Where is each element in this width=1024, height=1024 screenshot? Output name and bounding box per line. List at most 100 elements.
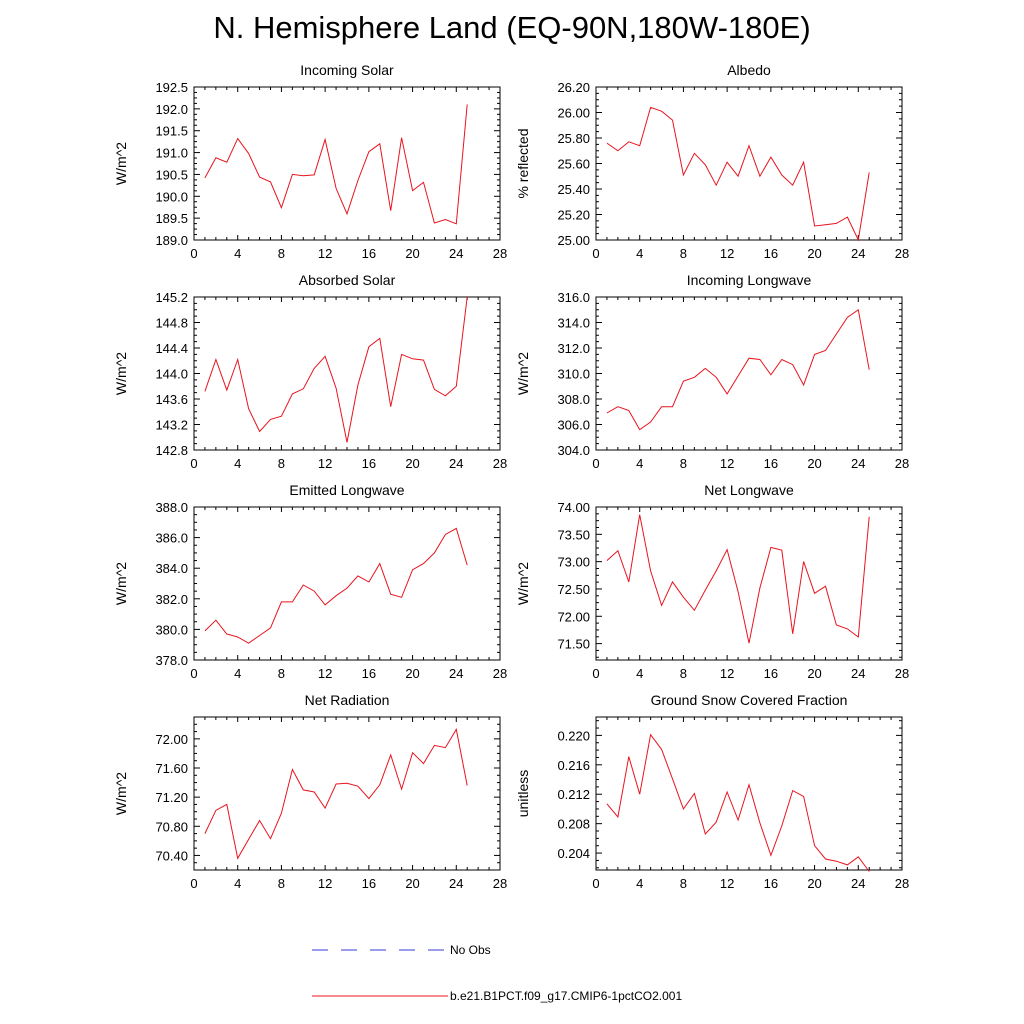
y-tick-label: 306.0 (557, 418, 590, 433)
x-tick-label: 4 (636, 666, 643, 681)
y-tick-label: 0.208 (557, 817, 590, 832)
y-tick-label: 191.0 (155, 146, 188, 161)
y-tick-label: 0.204 (557, 846, 590, 861)
x-tick-label: 28 (493, 456, 507, 471)
x-tick-label: 12 (720, 246, 734, 261)
y-tick-label: 72.50 (557, 582, 590, 597)
x-tick-label: 16 (362, 666, 376, 681)
y-axis-label: W/m^2 (113, 352, 129, 395)
y-tick-label: 71.20 (155, 790, 188, 805)
y-tick-label: 142.8 (155, 443, 188, 458)
x-tick-label: 16 (764, 666, 778, 681)
plot-frame (193, 86, 501, 241)
legend-label-model: b.e21.B1PCT.f09_g17.CMIP6-1pctCO2.001 (450, 989, 682, 1003)
x-tick-label: 0 (190, 876, 197, 891)
y-tick-label: 73.00 (557, 555, 590, 570)
x-tick-label: 0 (592, 666, 599, 681)
x-tick-label: 8 (680, 456, 687, 471)
x-tick-label: 28 (895, 456, 909, 471)
y-tick-label: 144.8 (155, 316, 188, 331)
x-tick-label: 20 (807, 246, 821, 261)
x-tick-label: 24 (449, 456, 463, 471)
series-line (606, 733, 870, 872)
series-line (204, 728, 468, 860)
y-tick-label: 25.80 (557, 131, 590, 146)
chart-panel: 0 4 8 12 16 20 24 28 378.0 380.0 382.0 384.0 386.0 38… (113, 482, 507, 681)
y-tick-label: 0.212 (557, 787, 590, 802)
x-tick-label: 12 (720, 876, 734, 891)
x-tick-label: 24 (851, 246, 865, 261)
y-tick-label: 388.0 (155, 500, 188, 515)
y-tick-label: 71.60 (155, 761, 188, 776)
chart-panel: 0 4 8 12 16 20 24 28 70.40 70.80 71.20 71.60 72.00 Ne… (113, 692, 507, 891)
chart-title: Absorbed Solar (299, 272, 396, 288)
y-axis-label: W/m^2 (515, 562, 531, 605)
series-line (606, 514, 870, 644)
x-tick-label: 28 (895, 876, 909, 891)
x-tick-label: 12 (720, 456, 734, 471)
y-tick-label: 382.0 (155, 592, 188, 607)
series-line (204, 527, 468, 644)
y-tick-label: 386.0 (155, 531, 188, 546)
x-tick-label: 0 (592, 456, 599, 471)
x-tick-label: 20 (405, 456, 419, 471)
x-tick-label: 24 (851, 876, 865, 891)
y-tick-label: 73.50 (557, 527, 590, 542)
chart-title: Incoming Solar (300, 62, 394, 78)
y-tick-label: 26.20 (557, 80, 590, 95)
chart-title: Albedo (727, 62, 771, 78)
y-axis-label: W/m^2 (113, 562, 129, 605)
y-axis-label: % reflected (515, 128, 531, 198)
y-tick-label: 26.00 (557, 106, 590, 121)
chart-panel: 0 4 8 12 16 20 24 28 304.0 306.0 308.0 310.0 312.0 31… (515, 272, 909, 471)
y-tick-label: 192.5 (155, 80, 188, 95)
x-tick-label: 8 (278, 246, 285, 261)
x-tick-label: 4 (636, 246, 643, 261)
x-tick-label: 24 (851, 666, 865, 681)
x-tick-label: 16 (362, 876, 376, 891)
x-tick-label: 16 (362, 246, 376, 261)
x-tick-label: 12 (318, 666, 332, 681)
x-tick-label: 12 (318, 876, 332, 891)
x-tick-label: 0 (592, 246, 599, 261)
x-tick-label: 28 (493, 876, 507, 891)
plot-frame (595, 506, 903, 661)
x-tick-label: 20 (807, 666, 821, 681)
y-tick-label: 378.0 (155, 653, 188, 668)
y-tick-label: 143.2 (155, 418, 188, 433)
x-tick-label: 4 (234, 246, 241, 261)
x-tick-label: 4 (234, 876, 241, 891)
x-tick-label: 20 (807, 456, 821, 471)
chart-panel: 0 4 8 12 16 20 24 28 142.8 143.2 143.6 144.0 144.4 14… (113, 272, 507, 471)
y-tick-label: 25.00 (557, 233, 590, 248)
y-tick-label: 380.0 (155, 622, 188, 637)
chart-panel: 0 4 8 12 16 20 24 28 71.50 72.00 72.50 73.00 73.50 74… (515, 482, 909, 681)
y-axis-label: unitless (515, 770, 531, 817)
chart-title: Net Longwave (704, 482, 794, 498)
y-tick-label: 189.0 (155, 233, 188, 248)
x-tick-label: 0 (190, 456, 197, 471)
x-tick-label: 20 (807, 876, 821, 891)
chart-title: Net Radiation (305, 692, 390, 708)
y-tick-label: 191.5 (155, 124, 188, 139)
y-tick-label: 70.40 (155, 848, 188, 863)
series-line (204, 104, 468, 225)
y-tick-label: 190.5 (155, 167, 188, 182)
x-tick-label: 28 (895, 246, 909, 261)
y-tick-label: 312.0 (557, 341, 590, 356)
x-tick-label: 16 (362, 456, 376, 471)
x-tick-label: 4 (234, 666, 241, 681)
y-axis-label: W/m^2 (113, 772, 129, 815)
y-tick-label: 316.0 (557, 290, 590, 305)
legend-label-no-obs: No Obs (450, 943, 491, 957)
y-tick-label: 25.40 (557, 182, 590, 197)
y-tick-label: 314.0 (557, 316, 590, 331)
chart-title: Emitted Longwave (289, 482, 404, 498)
chart-panels: 0 4 8 12 16 20 24 28 189.0 189.5 190.0 190.5 191.0 19… (113, 62, 909, 891)
x-tick-label: 24 (449, 666, 463, 681)
chart-panel: 0 4 8 12 16 20 24 28 25.00 25.20 25.40 25.60 25.80 26… (515, 62, 909, 261)
x-tick-label: 16 (764, 456, 778, 471)
x-tick-label: 8 (680, 876, 687, 891)
x-tick-label: 12 (318, 246, 332, 261)
